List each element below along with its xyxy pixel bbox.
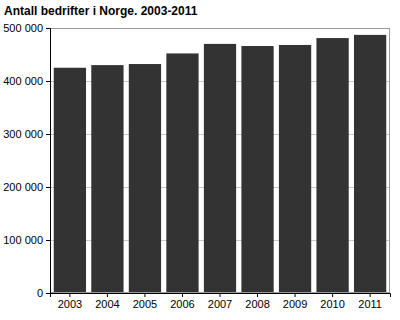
bar — [91, 65, 123, 293]
y-tick: 400 000 — [3, 75, 50, 87]
y-tick-label: 200 000 — [3, 181, 43, 193]
y-axis: 0 100 000 200 000 300 000 400 000 500 000 — [3, 22, 50, 299]
y-tick-mark — [46, 240, 50, 241]
bars — [54, 35, 386, 293]
x-tick-mark — [144, 293, 145, 297]
y-tick-mark — [46, 187, 50, 188]
y-tick-label: 400 000 — [3, 75, 43, 87]
x-tick-mark — [182, 293, 183, 297]
grid — [50, 29, 390, 294]
x-tick: 2009 — [283, 293, 307, 310]
y-tick-mark — [46, 134, 50, 135]
y-tick: 0 — [37, 287, 50, 299]
x-tick: 2005 — [133, 293, 157, 310]
y-tick: 100 000 — [3, 234, 50, 246]
y-tick: 500 000 — [3, 22, 50, 34]
x-tick-label: 2010 — [320, 298, 344, 310]
x-tick: 2004 — [95, 293, 119, 310]
x-tick-mark — [107, 293, 108, 297]
x-tick-label: 2004 — [95, 298, 119, 310]
bar — [279, 45, 311, 293]
y-tick-label: 100 000 — [3, 234, 43, 246]
plot-frame — [51, 29, 390, 293]
x-tick-mark — [220, 293, 221, 297]
y-tick-label: 500 000 — [3, 22, 43, 34]
y-tick-label: 0 — [37, 287, 43, 299]
bar — [204, 44, 236, 293]
bar — [241, 46, 273, 293]
y-tick-label: 300 000 — [3, 128, 43, 140]
x-tick: 2006 — [170, 293, 194, 310]
y-axis-line — [46, 29, 51, 294]
bar — [129, 64, 161, 293]
x-tick-label: 2007 — [208, 298, 232, 310]
x-tick: 2008 — [245, 293, 269, 310]
x-tick-label: 2009 — [283, 298, 307, 310]
x-tick-label: 2008 — [245, 298, 269, 310]
y-tick-mark — [46, 293, 50, 294]
bar — [354, 35, 386, 293]
x-axis: 2003 2004 2005 2006 2007 2008 2009 2010 2011 — [51, 293, 391, 310]
plot: 0 100 000 200 000 300 000 400 000 500 000 2003… — [3, 22, 390, 310]
x-tick: 2003 — [58, 293, 82, 310]
y-tick-mark — [46, 81, 50, 82]
x-tick-label: 2005 — [133, 298, 157, 310]
x-tick-mark — [69, 293, 70, 297]
title: Antall bedrifter i Norge. 2003-2011 — [4, 4, 198, 18]
x-tick-mark — [257, 293, 258, 297]
x-tick: 2011 — [358, 293, 382, 310]
chart: Antall bedrifter i Norge. 2003-2011 0 100 … — [0, 0, 400, 320]
x-tick-mark — [370, 293, 371, 297]
x-axis-line — [51, 294, 391, 298]
x-tick: 2010 — [320, 293, 344, 310]
bar — [166, 53, 198, 293]
bar — [54, 68, 86, 293]
x-tick-label: 2003 — [58, 298, 82, 310]
x-tick-label: 2006 — [170, 298, 194, 310]
x-tick-mark — [332, 293, 333, 297]
y-tick: 200 000 — [3, 181, 50, 193]
bar — [316, 38, 348, 293]
y-tick-mark — [46, 28, 50, 29]
y-tick: 300 000 — [3, 128, 50, 140]
x-tick-mark — [295, 293, 296, 297]
x-tick-label: 2011 — [358, 298, 382, 310]
x-tick: 2007 — [208, 293, 232, 310]
